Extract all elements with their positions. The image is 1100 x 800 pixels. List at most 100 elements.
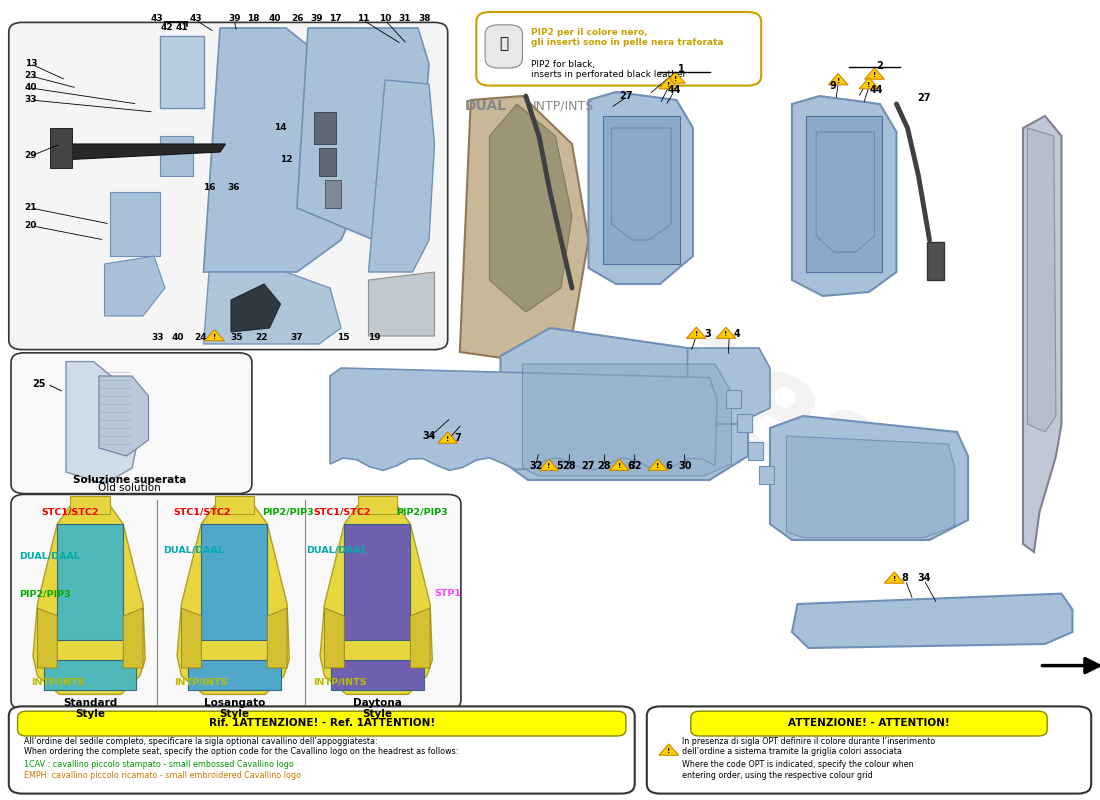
Polygon shape bbox=[792, 96, 896, 296]
Polygon shape bbox=[204, 28, 363, 272]
Text: 32: 32 bbox=[529, 461, 542, 470]
Text: DUAL: DUAL bbox=[465, 99, 507, 114]
Polygon shape bbox=[110, 192, 160, 256]
Text: STC1/STC2: STC1/STC2 bbox=[174, 507, 231, 517]
Polygon shape bbox=[60, 144, 226, 160]
Text: 27: 27 bbox=[619, 91, 632, 101]
FancyBboxPatch shape bbox=[9, 22, 448, 350]
Polygon shape bbox=[1027, 128, 1056, 432]
Polygon shape bbox=[160, 36, 204, 108]
Text: 35: 35 bbox=[230, 333, 243, 342]
Text: !: ! bbox=[893, 576, 895, 582]
Text: 8: 8 bbox=[902, 574, 909, 583]
FancyBboxPatch shape bbox=[11, 494, 461, 710]
Text: 30: 30 bbox=[679, 461, 692, 470]
Text: 34: 34 bbox=[917, 574, 931, 583]
Polygon shape bbox=[314, 112, 336, 144]
Polygon shape bbox=[490, 104, 572, 312]
Text: 40: 40 bbox=[24, 83, 37, 93]
FancyBboxPatch shape bbox=[11, 353, 252, 494]
Text: Soluzione superata: Soluzione superata bbox=[73, 475, 187, 485]
Polygon shape bbox=[659, 78, 679, 89]
Text: 1885: 1885 bbox=[642, 325, 964, 571]
Polygon shape bbox=[659, 744, 679, 755]
Polygon shape bbox=[716, 327, 736, 338]
Text: 25: 25 bbox=[32, 379, 45, 389]
Polygon shape bbox=[792, 594, 1072, 648]
Polygon shape bbox=[522, 364, 732, 476]
Polygon shape bbox=[648, 459, 668, 470]
Polygon shape bbox=[748, 442, 763, 460]
Text: 16: 16 bbox=[202, 183, 216, 193]
Text: 36: 36 bbox=[227, 183, 240, 193]
Polygon shape bbox=[688, 348, 770, 424]
Polygon shape bbox=[70, 496, 110, 514]
Text: 39: 39 bbox=[228, 14, 241, 23]
Text: 31: 31 bbox=[398, 14, 411, 23]
Text: 4: 4 bbox=[734, 329, 740, 338]
Polygon shape bbox=[666, 72, 685, 83]
Text: Rif. 1ATTENZIONE! - Ref. 1ATTENTION!: Rif. 1ATTENZIONE! - Ref. 1ATTENTION! bbox=[209, 718, 434, 728]
Text: 15: 15 bbox=[337, 333, 350, 342]
Polygon shape bbox=[182, 608, 201, 668]
Text: Where the code OPT is indicated, specify the colour when: Where the code OPT is indicated, specify… bbox=[682, 760, 914, 770]
Polygon shape bbox=[358, 496, 397, 514]
Polygon shape bbox=[806, 116, 882, 272]
Text: !: ! bbox=[447, 436, 449, 442]
Text: 43: 43 bbox=[189, 14, 202, 23]
FancyBboxPatch shape bbox=[691, 711, 1047, 736]
Polygon shape bbox=[539, 459, 559, 470]
Text: 42: 42 bbox=[161, 22, 174, 32]
Polygon shape bbox=[297, 28, 429, 240]
Text: !: ! bbox=[695, 331, 697, 338]
Text: 39: 39 bbox=[310, 14, 323, 23]
Text: 44: 44 bbox=[668, 85, 681, 94]
Text: 3: 3 bbox=[704, 329, 711, 338]
Text: 33: 33 bbox=[24, 95, 37, 105]
Text: STC1/STC2: STC1/STC2 bbox=[314, 507, 371, 517]
Polygon shape bbox=[816, 132, 875, 252]
Polygon shape bbox=[759, 466, 774, 484]
Polygon shape bbox=[330, 368, 717, 470]
Polygon shape bbox=[500, 328, 748, 480]
Text: PIP2 for black,
inserts in perforated black leather: PIP2 for black, inserts in perforated bl… bbox=[531, 60, 686, 79]
Text: PIP2/PIP3: PIP2/PIP3 bbox=[262, 507, 314, 517]
Text: 1: 1 bbox=[678, 64, 684, 74]
Text: 27: 27 bbox=[917, 93, 931, 102]
Text: 18: 18 bbox=[246, 14, 260, 23]
Text: INTP/INTS: INTP/INTS bbox=[174, 677, 228, 686]
Polygon shape bbox=[205, 330, 224, 341]
Text: 19: 19 bbox=[367, 333, 381, 342]
Polygon shape bbox=[588, 92, 693, 284]
Text: 13: 13 bbox=[24, 59, 37, 69]
Polygon shape bbox=[460, 96, 588, 362]
Text: 26: 26 bbox=[290, 14, 304, 23]
Polygon shape bbox=[726, 390, 741, 408]
Polygon shape bbox=[368, 272, 434, 336]
Text: entering order, using the respective colour grid: entering order, using the respective col… bbox=[682, 771, 872, 781]
Polygon shape bbox=[37, 608, 57, 668]
Text: 2: 2 bbox=[877, 61, 883, 70]
Text: 32: 32 bbox=[628, 461, 641, 470]
Polygon shape bbox=[44, 660, 136, 690]
Polygon shape bbox=[66, 362, 143, 484]
Text: !: ! bbox=[725, 331, 727, 338]
Text: 37: 37 bbox=[290, 333, 304, 342]
Polygon shape bbox=[865, 68, 884, 79]
Polygon shape bbox=[231, 284, 280, 332]
Text: STP1: STP1 bbox=[434, 589, 462, 598]
Text: 41: 41 bbox=[175, 22, 188, 32]
Text: When ordering the complete seat, specify the option code for the Cavallino logo : When ordering the complete seat, specify… bbox=[24, 747, 459, 757]
Text: !: ! bbox=[668, 748, 670, 754]
Text: !: ! bbox=[548, 463, 550, 470]
Text: 20: 20 bbox=[24, 221, 37, 230]
Text: 6: 6 bbox=[666, 461, 672, 470]
Text: ATTENZIONE! - ATTENTION!: ATTENZIONE! - ATTENTION! bbox=[788, 718, 950, 728]
Text: DUAL/DAAL: DUAL/DAAL bbox=[163, 546, 223, 555]
Polygon shape bbox=[33, 506, 145, 694]
Polygon shape bbox=[160, 136, 192, 176]
Polygon shape bbox=[104, 256, 165, 316]
Text: !: ! bbox=[873, 72, 876, 78]
Polygon shape bbox=[331, 660, 424, 690]
Text: Standard
Style: Standard Style bbox=[63, 698, 118, 719]
